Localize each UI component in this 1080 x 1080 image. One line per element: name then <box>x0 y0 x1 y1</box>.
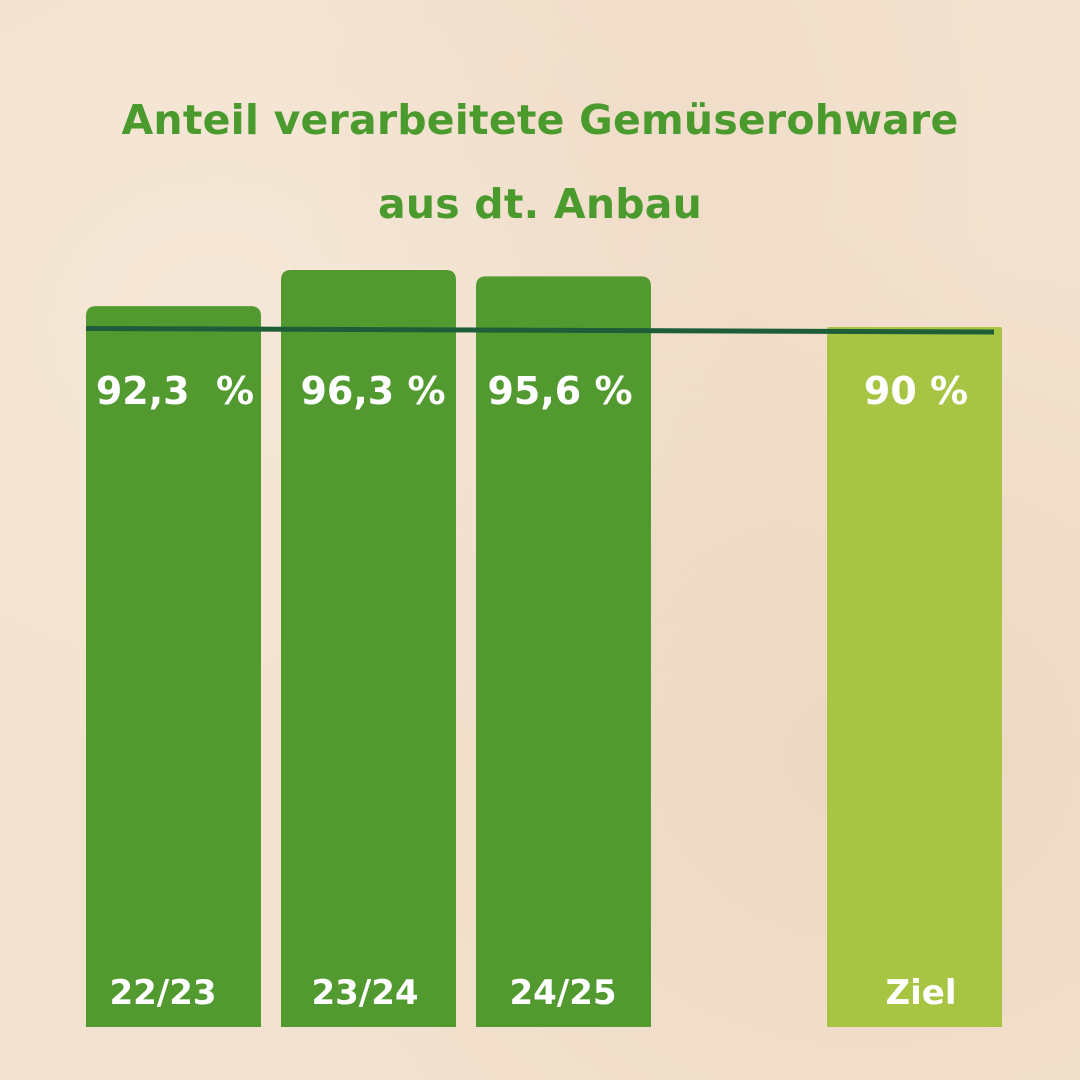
bar-22-23 <box>86 306 261 1027</box>
chart-title-line-2: aus dt. Anbau <box>377 180 703 228</box>
bar-target <box>827 327 1002 1027</box>
chart-title-line-1: Anteil verarbeitete Gemüserohware <box>121 96 959 144</box>
bar-value-label: 92,3 % <box>96 369 254 413</box>
bar-value-label: 90 % <box>864 369 968 413</box>
bar-value-label: 95,6 % <box>487 369 632 413</box>
chart-title: Anteil verarbeitete Gemüserohware aus dt… <box>0 78 1080 246</box>
bar-value-label: 96,3 % <box>300 369 445 413</box>
target-reference-line <box>85 326 995 335</box>
category-label: 22/23 <box>109 973 216 1013</box>
bar-23-24 <box>281 269 456 1027</box>
bar-24-25 <box>476 276 651 1027</box>
category-label: 24/25 <box>509 973 616 1013</box>
category-label: Ziel <box>885 973 956 1013</box>
category-label: 23/24 <box>311 973 418 1013</box>
